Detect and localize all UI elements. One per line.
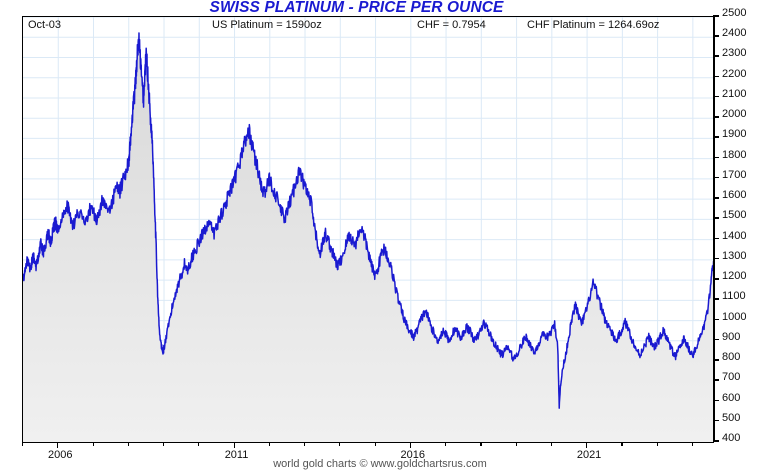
chart-series-platinum	[23, 32, 714, 442]
y-axis: 400 500 600 700 800 900 1000 1100 1200 1300 1400 15…	[713, 8, 760, 444]
x-tick-label: 2006	[48, 449, 73, 461]
y-tick-label: 1600	[722, 189, 747, 202]
y-tick-mark	[713, 95, 719, 98]
y-tick-label: 2000	[722, 108, 747, 121]
x-tick-mark	[550, 442, 553, 446]
y-tick-label: 400	[722, 432, 741, 444]
y-tick-mark	[713, 440, 719, 442]
y-tick-mark	[713, 278, 719, 280]
y-tick-mark	[713, 15, 719, 17]
y-tick-mark	[713, 116, 719, 118]
x-tick-mark	[445, 442, 447, 446]
y-tick-label: 1900	[722, 128, 747, 141]
y-tick-label: 600	[722, 391, 741, 404]
y-tick-mark	[713, 298, 719, 300]
x-tick-mark	[233, 442, 235, 448]
x-tick-mark	[691, 442, 694, 446]
x-tick-mark	[92, 442, 94, 446]
y-tick-mark	[713, 257, 719, 260]
x-tick-label: 2021	[576, 449, 602, 461]
y-tick-mark	[713, 379, 719, 381]
y-tick-label: 2100	[722, 87, 747, 100]
x-tick-mark	[339, 442, 341, 446]
y-tick-mark	[713, 419, 719, 422]
x-tick-mark	[586, 442, 588, 448]
y-tick-label: 2200	[722, 67, 747, 80]
y-tick-label: 900	[722, 330, 741, 343]
y-tick-label: 2300	[722, 47, 747, 60]
y-tick-label: 1000	[722, 310, 747, 323]
y-tick-label: 700	[722, 371, 741, 384]
plot-area	[22, 16, 714, 443]
y-tick-label: 1300	[722, 249, 747, 262]
y-tick-label: 1700	[722, 168, 747, 181]
x-tick-mark	[656, 442, 658, 446]
y-tick-mark	[713, 359, 719, 361]
y-tick-label: 800	[722, 351, 741, 364]
y-tick-mark	[713, 237, 719, 240]
y-tick-mark	[713, 136, 719, 138]
y-tick-label: 1400	[722, 229, 747, 242]
x-tick-mark	[304, 442, 306, 446]
plot-inner	[23, 17, 714, 442]
y-tick-label: 1200	[722, 270, 747, 283]
x-tick-mark	[409, 442, 411, 448]
y-tick-mark	[713, 35, 719, 37]
y-tick-label: 500	[722, 411, 741, 424]
x-tick-mark	[57, 442, 59, 448]
x-tick-label: 2011	[224, 449, 249, 461]
right-axis-line	[713, 15, 715, 442]
x-tick-mark	[621, 442, 623, 446]
x-axis: 2006 2011 2016 2021	[22, 442, 713, 464]
x-tick-mark	[163, 442, 165, 446]
footer-credit: world gold charts © www.goldchartsrus.co…	[273, 458, 487, 470]
y-tick-mark	[713, 176, 719, 179]
y-tick-mark	[713, 75, 719, 78]
x-tick-mark	[22, 442, 24, 446]
y-tick-label: 1800	[722, 148, 747, 161]
y-tick-label: 1100	[722, 290, 746, 303]
y-tick-label: 1500	[722, 209, 747, 222]
y-tick-mark	[713, 197, 719, 199]
y-tick-label: 2400	[722, 27, 747, 40]
y-tick-mark	[713, 55, 719, 57]
y-tick-mark	[713, 217, 719, 219]
y-tick-mark	[713, 318, 719, 321]
x-tick-mark	[515, 442, 517, 446]
x-tick-mark	[127, 442, 129, 446]
y-tick-mark	[713, 156, 719, 159]
x-tick-mark	[198, 442, 200, 446]
x-tick-mark	[374, 442, 376, 446]
x-tick-mark	[268, 442, 270, 446]
page-title: SWISS PLATINUM - PRICE PER OUNCE	[209, 0, 504, 16]
y-tick-label: 2500	[722, 7, 747, 19]
x-tick-mark	[480, 442, 482, 446]
x-tick-label: 2016	[400, 449, 426, 461]
y-tick-mark	[713, 338, 719, 341]
y-tick-mark	[713, 399, 719, 402]
